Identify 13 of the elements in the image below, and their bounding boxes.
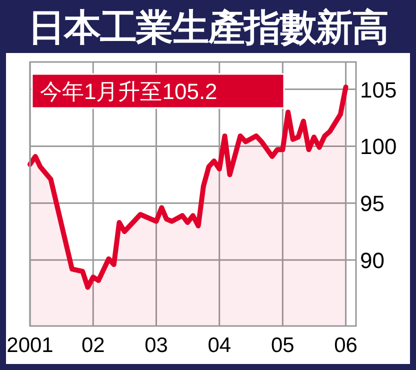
x-tick-label: 03 — [144, 334, 168, 357]
x-tick-label: 04 — [208, 334, 232, 357]
annotation: 今年1月升至105.2 — [40, 79, 218, 104]
label-box: 今年1月升至105.2 — [31, 73, 285, 109]
y-tick-label: 90 — [360, 248, 384, 273]
x-tick-label: 05 — [270, 334, 294, 357]
x-tick-label: 06 — [334, 334, 358, 357]
y-tick-label: 95 — [360, 191, 384, 216]
y-tick-label: 100 — [360, 134, 397, 160]
y-tick-label: 105 — [360, 77, 397, 102]
x-tick-label: 2001 — [6, 334, 54, 357]
x-tick-label: 02 — [81, 334, 105, 357]
chart-title: 日本工業生產指數新高 — [28, 7, 388, 48]
